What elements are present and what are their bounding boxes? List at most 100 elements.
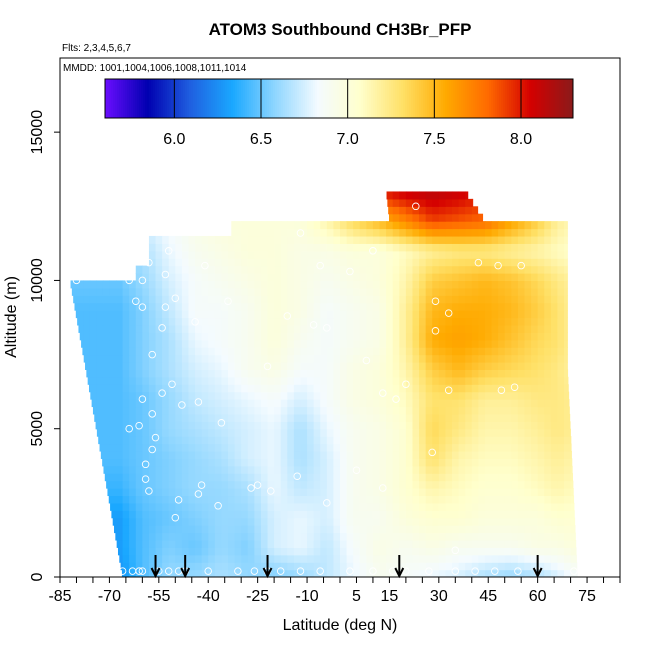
heatmap-cell	[135, 539, 143, 548]
heatmap-cell	[484, 295, 493, 304]
heatmap-cell	[445, 213, 453, 222]
heatmap-cell	[201, 250, 209, 259]
heatmap-cell	[544, 302, 552, 311]
colorbar-segment	[227, 79, 230, 118]
heatmap-cell	[359, 221, 367, 230]
heatmap-cell	[432, 539, 440, 548]
heatmap-cell	[221, 562, 229, 571]
heatmap-cell	[89, 302, 97, 311]
heatmap-cell	[498, 547, 506, 556]
heatmap-cell	[228, 473, 236, 482]
heatmap-cell	[247, 310, 255, 319]
heatmap-cell	[142, 517, 150, 526]
heatmap-cell	[122, 510, 130, 519]
heatmap-cell	[366, 221, 374, 230]
colorbar-segment	[205, 79, 208, 118]
heatmap-cell	[89, 354, 97, 363]
heatmap-cell	[221, 554, 229, 563]
heatmap-cell	[168, 354, 176, 363]
heatmap-cell	[155, 450, 163, 459]
heatmap-cell	[392, 376, 400, 385]
heatmap-cell	[155, 310, 163, 319]
heatmap-cell	[181, 525, 190, 534]
dates-label: MMDD: 1001,1004,1006,1008,1011,1014	[63, 63, 247, 74]
heatmap-cell	[550, 243, 559, 252]
heatmap-cell	[228, 488, 236, 497]
heatmap-cell	[511, 273, 519, 282]
colorbar-segment	[229, 79, 232, 118]
heatmap-cell	[201, 243, 209, 252]
heatmap-cell	[274, 339, 282, 348]
heatmap-cell	[267, 324, 275, 333]
heatmap-cell	[326, 495, 335, 504]
colorbar-segment	[547, 79, 550, 118]
heatmap-cell	[280, 502, 288, 511]
heatmap-cell	[83, 332, 91, 341]
heatmap-cell	[188, 539, 196, 548]
heatmap-cell	[438, 376, 447, 385]
heatmap-cell	[491, 399, 499, 408]
heatmap-cell	[280, 443, 288, 452]
heatmap-cell	[162, 502, 170, 511]
heatmap-cell	[340, 384, 348, 393]
heatmap-cell	[379, 428, 387, 437]
heatmap-cell	[274, 332, 282, 341]
heatmap-cell	[148, 324, 157, 333]
heatmap-cell	[254, 473, 262, 482]
heatmap-cell	[425, 480, 433, 489]
heatmap-cell	[181, 450, 190, 459]
heatmap-cell	[465, 495, 473, 504]
colorbar-segment	[317, 79, 320, 118]
heatmap-cell	[405, 243, 414, 252]
heatmap-cell	[491, 510, 499, 519]
heatmap-cell	[537, 465, 545, 474]
heatmap-cell	[116, 428, 124, 437]
heatmap-cell	[254, 339, 262, 348]
heatmap-cell	[544, 384, 552, 393]
heatmap-cell	[122, 539, 130, 548]
heatmap-cell	[234, 235, 242, 244]
heatmap-cell	[419, 206, 427, 215]
heatmap-cell	[168, 235, 176, 244]
sample-point	[494, 261, 502, 270]
heatmap-cell	[537, 361, 545, 370]
heatmap-cell	[412, 228, 420, 237]
heatmap-cell	[70, 280, 78, 289]
heatmap-cell	[254, 413, 262, 422]
heatmap-cell	[247, 443, 255, 452]
heatmap-cell	[557, 569, 565, 577]
heatmap-cell	[557, 250, 565, 259]
heatmap-cell	[175, 376, 183, 385]
heatmap-cell	[214, 280, 223, 289]
heatmap-cell	[214, 480, 223, 489]
heatmap-cell	[550, 473, 559, 482]
heatmap-cell	[392, 243, 400, 252]
heatmap-cell	[326, 369, 335, 378]
heatmap-cell	[405, 258, 414, 267]
heatmap-cell	[478, 443, 486, 452]
heatmap-cell	[498, 287, 506, 296]
heatmap-cell	[531, 532, 539, 541]
heatmap-cell	[307, 332, 315, 341]
heatmap-cell	[478, 250, 486, 259]
heatmap-cell	[300, 436, 308, 445]
heatmap-cell	[412, 539, 420, 548]
heatmap-cell	[122, 428, 130, 437]
heatmap-cell	[214, 450, 223, 459]
heatmap-cell	[254, 250, 262, 259]
heatmap-cell	[570, 510, 575, 519]
heatmap-cell	[260, 465, 269, 474]
heatmap-cell	[432, 250, 440, 259]
heatmap-cell	[511, 235, 519, 244]
heatmap-cell	[478, 339, 486, 348]
heatmap-cell	[77, 317, 84, 326]
heatmap-cell	[438, 413, 447, 422]
colorbar-segment	[185, 79, 188, 118]
heatmap-cell	[517, 413, 526, 422]
heatmap-cell	[142, 295, 150, 304]
heatmap-cell	[195, 295, 203, 304]
heatmap-cell	[129, 310, 137, 319]
heatmap-cell	[359, 532, 367, 541]
heatmap-cell	[129, 532, 137, 541]
heatmap-cell	[333, 517, 341, 526]
